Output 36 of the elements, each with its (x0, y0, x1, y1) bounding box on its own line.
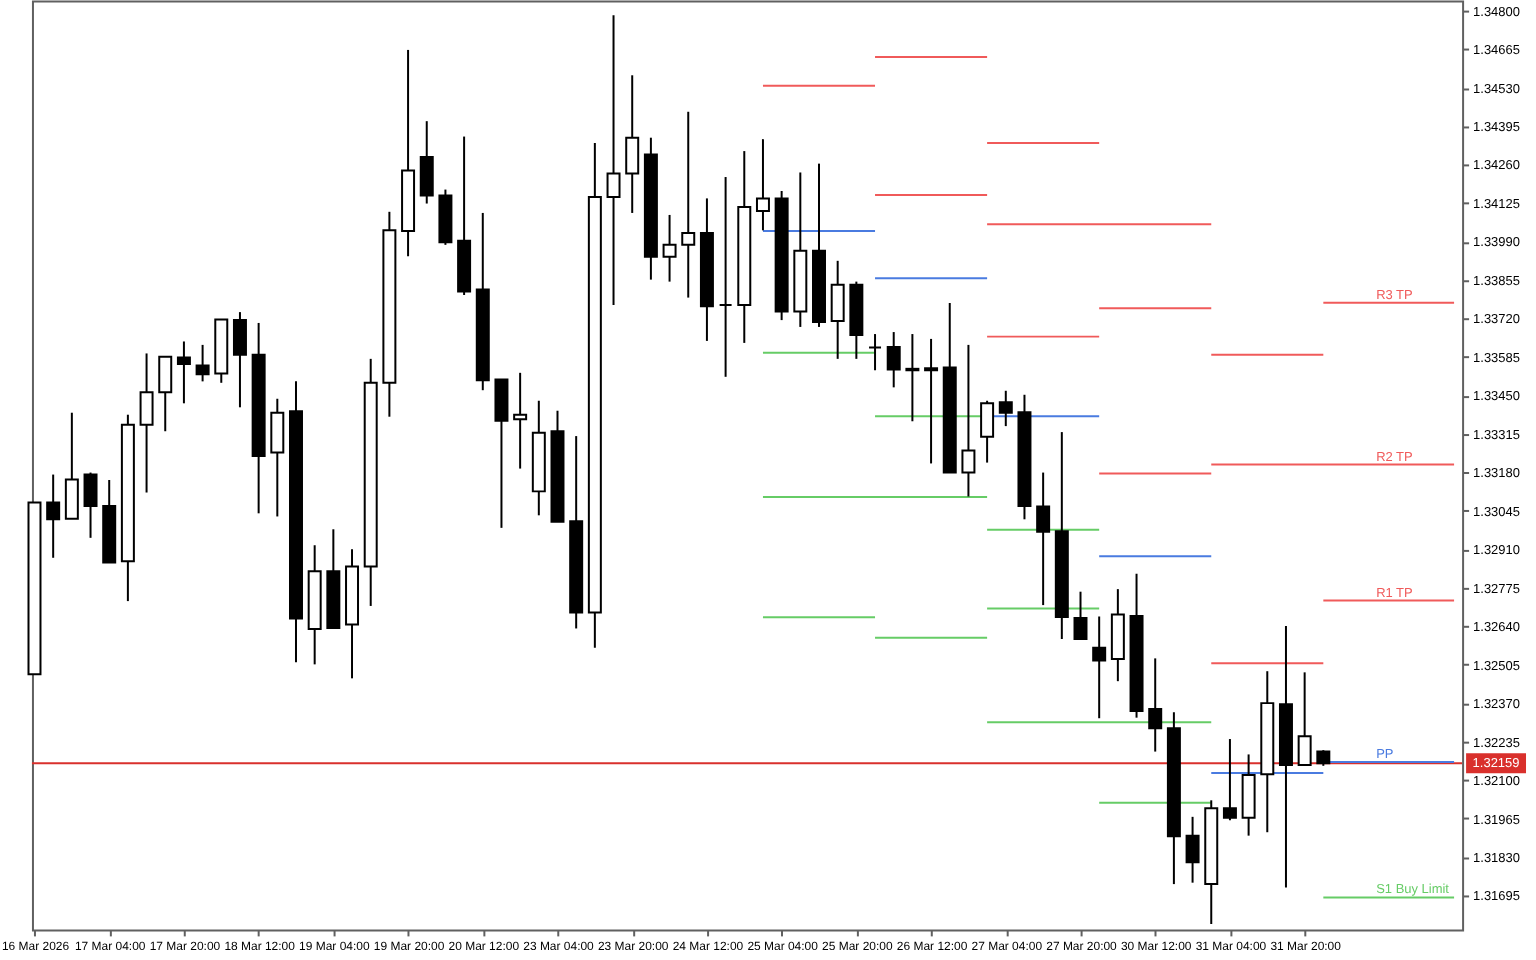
candlestick (64, 411, 79, 520)
candlestick (980, 399, 995, 464)
candlestick (625, 74, 640, 214)
candlestick (419, 120, 434, 205)
candlestick (46, 473, 61, 559)
candlestick (681, 110, 696, 299)
candlestick (755, 138, 770, 232)
candlestick (868, 333, 883, 372)
candlestick (886, 331, 901, 389)
candlestick (1297, 671, 1312, 766)
candlestick (1185, 815, 1200, 884)
candlestick (718, 176, 733, 378)
candlestick (606, 14, 621, 306)
candlestick (232, 311, 247, 409)
candlestick (1036, 471, 1051, 607)
candlestick (158, 355, 173, 433)
candlestick (83, 471, 98, 539)
candlestick (494, 378, 509, 529)
candlestick (998, 389, 1013, 428)
candlestick (176, 340, 191, 405)
candlestick (830, 259, 845, 360)
candlestick (1073, 590, 1088, 640)
candlestick (1110, 588, 1125, 683)
candlestick (438, 188, 453, 246)
candlestick (513, 371, 528, 470)
candlestick (139, 352, 154, 494)
candlestick (195, 343, 210, 383)
candlestick (1148, 657, 1163, 753)
candlestick (924, 337, 939, 465)
candlestick (961, 343, 976, 498)
candlestick (1241, 753, 1256, 837)
candlestick (1092, 615, 1107, 720)
candlestick (662, 213, 677, 283)
candlestick (905, 333, 920, 423)
candlestick (1222, 738, 1237, 822)
candlestick (270, 397, 285, 518)
